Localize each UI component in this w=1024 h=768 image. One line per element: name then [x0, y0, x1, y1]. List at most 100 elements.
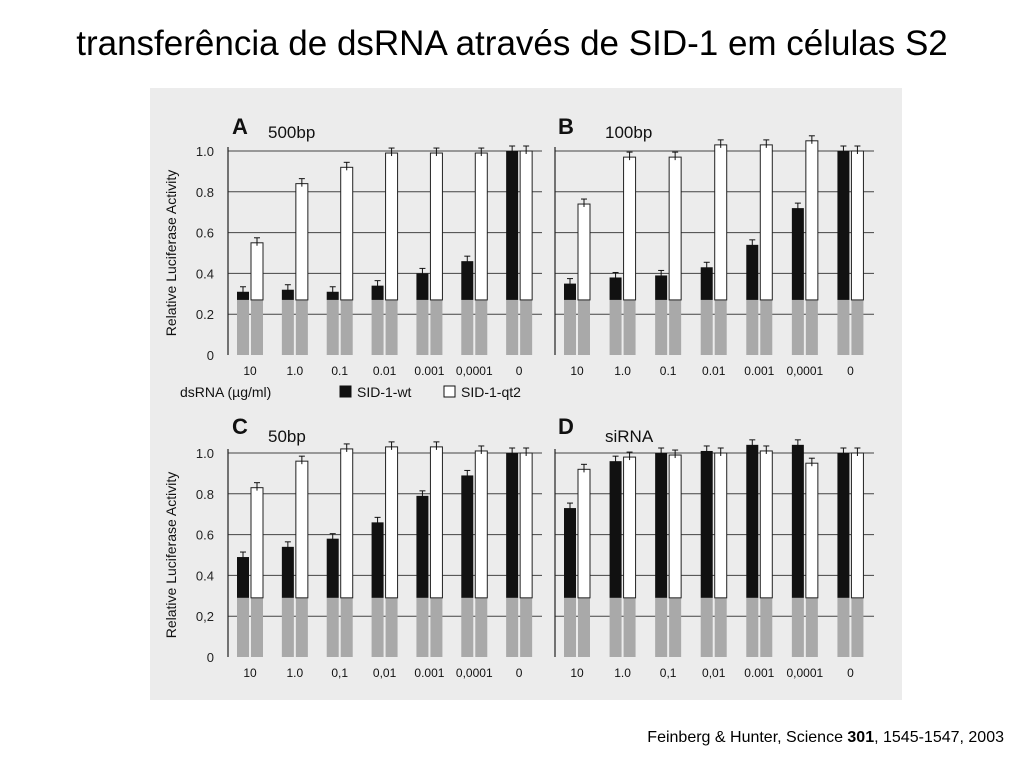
bar-sid1-wt [326, 291, 339, 300]
bar-sid1-qt2 [759, 144, 773, 301]
bar-baseline [475, 597, 488, 657]
x-tick-label: 0,0001 [456, 364, 493, 378]
bar-sid1-qt2 [805, 462, 819, 599]
x-tick-label: 0,01 [702, 666, 726, 680]
x-axis-label: dsRNA (µg/ml) [180, 384, 271, 400]
bar-baseline [506, 597, 519, 657]
bar-sid1-qt2 [340, 448, 354, 599]
bar-baseline [520, 597, 533, 657]
bar-sid1-wt [564, 508, 576, 598]
bar-baseline [700, 299, 713, 355]
bar-baseline [371, 597, 384, 657]
y-tick-label: 0.4 [196, 568, 214, 583]
bar-sid1-wt [461, 475, 474, 598]
x-tick-label: 10 [243, 364, 257, 378]
x-tick-label: 0,0001 [787, 666, 824, 680]
bar-sid1-wt [506, 453, 519, 598]
bar-baseline [714, 597, 727, 657]
bar-sid1-qt2 [714, 144, 728, 301]
panel-letter: A [232, 114, 248, 139]
bar-sid1-wt [506, 151, 519, 300]
bar-baseline [520, 299, 533, 355]
bar-baseline [340, 597, 353, 657]
bar-baseline [295, 299, 308, 355]
bar-baseline [837, 597, 850, 657]
bar-baseline [251, 597, 263, 657]
bar-sid1-wt [416, 495, 429, 598]
bar-sid1-qt2 [385, 152, 399, 301]
bar-sid1-wt [700, 267, 713, 300]
bar-sid1-qt2 [295, 183, 309, 301]
citation-pages: , 1545-1547, 2003 [874, 729, 1004, 746]
x-tick-label: 10 [570, 364, 584, 378]
x-tick-label: 1.0 [614, 666, 631, 680]
x-tick-label: 0,1 [331, 666, 348, 680]
bar-sid1-wt [655, 453, 668, 598]
x-tick-label: 0 [516, 364, 523, 378]
bar-baseline [578, 597, 590, 657]
y-tick-label: 0.2 [196, 307, 214, 322]
panel-letter: C [232, 414, 248, 439]
bar-baseline [251, 299, 263, 355]
bar-sid1-wt [746, 444, 759, 598]
bar-baseline [746, 299, 759, 355]
x-tick-label: 1.0 [614, 364, 631, 378]
x-tick-label: 1.0 [287, 364, 304, 378]
bar-baseline [326, 597, 339, 657]
bar-baseline [609, 299, 622, 355]
bar-baseline [791, 597, 804, 657]
y-tick-label: 0 [207, 650, 214, 665]
citation-authors: Feinberg & Hunter, Science [647, 729, 848, 746]
legend-swatch-wt [339, 385, 352, 398]
bar-baseline [340, 299, 353, 355]
legend-swatch-qt2 [443, 385, 456, 398]
bar-baseline [609, 597, 622, 657]
bar-baseline [430, 597, 443, 657]
x-tick-label: 10 [570, 666, 584, 680]
bar-sid1-wt [326, 538, 339, 598]
y-tick-label: 0.8 [196, 487, 214, 502]
slide-title: transferência de dsRNA através de SID-1 … [76, 24, 948, 63]
panel-letter: D [558, 414, 574, 439]
x-tick-label: 0.01 [373, 364, 397, 378]
bar-baseline [805, 597, 818, 657]
bar-baseline [371, 299, 384, 355]
bar-sid1-wt [700, 450, 713, 598]
bar-sid1-qt2 [714, 452, 728, 599]
panel-letter: B [558, 114, 574, 139]
luciferase-figure: 0 0.2 0.4 0.6 0.8 1.0 A 500bp Relative Luciferas… [150, 88, 902, 700]
bar-sid1-wt [609, 277, 622, 300]
bar-sid1-qt2 [295, 460, 309, 599]
x-tick-label: 0 [847, 364, 854, 378]
y-tick-label: 0.4 [196, 266, 214, 281]
y-tick-label: 0.6 [196, 226, 214, 241]
y-tick-label: 1.0 [196, 144, 214, 159]
bar-sid1-qt2 [577, 468, 591, 599]
bar-baseline [623, 299, 636, 355]
bar-sid1-qt2 [668, 454, 682, 599]
bar-sid1-wt [416, 273, 429, 300]
bar-baseline [714, 299, 727, 355]
bar-sid1-wt [237, 557, 249, 598]
bar-baseline [385, 597, 398, 657]
bar-sid1-wt [837, 453, 850, 598]
bar-baseline [281, 597, 294, 657]
x-tick-label: 0,0001 [787, 364, 824, 378]
bar-sid1-wt [837, 151, 850, 300]
bar-baseline [506, 299, 519, 355]
bar-baseline [805, 299, 818, 355]
panel-title: siRNA [605, 427, 654, 446]
bar-baseline [461, 299, 474, 355]
bar-sid1-qt2 [577, 203, 591, 301]
y-tick-label: 1.0 [196, 446, 214, 461]
x-tick-label: 0.1 [660, 364, 677, 378]
bar-sid1-qt2 [850, 452, 864, 599]
bar-sid1-qt2 [429, 152, 443, 301]
y-tick-label: 0,2 [196, 609, 214, 624]
bar-baseline [760, 299, 773, 355]
x-tick-label: 1.0 [287, 666, 304, 680]
bar-sid1-wt [461, 261, 474, 300]
x-tick-label: 0.001 [744, 666, 774, 680]
x-tick-label: 0.001 [414, 364, 444, 378]
bar-sid1-qt2 [340, 166, 354, 301]
